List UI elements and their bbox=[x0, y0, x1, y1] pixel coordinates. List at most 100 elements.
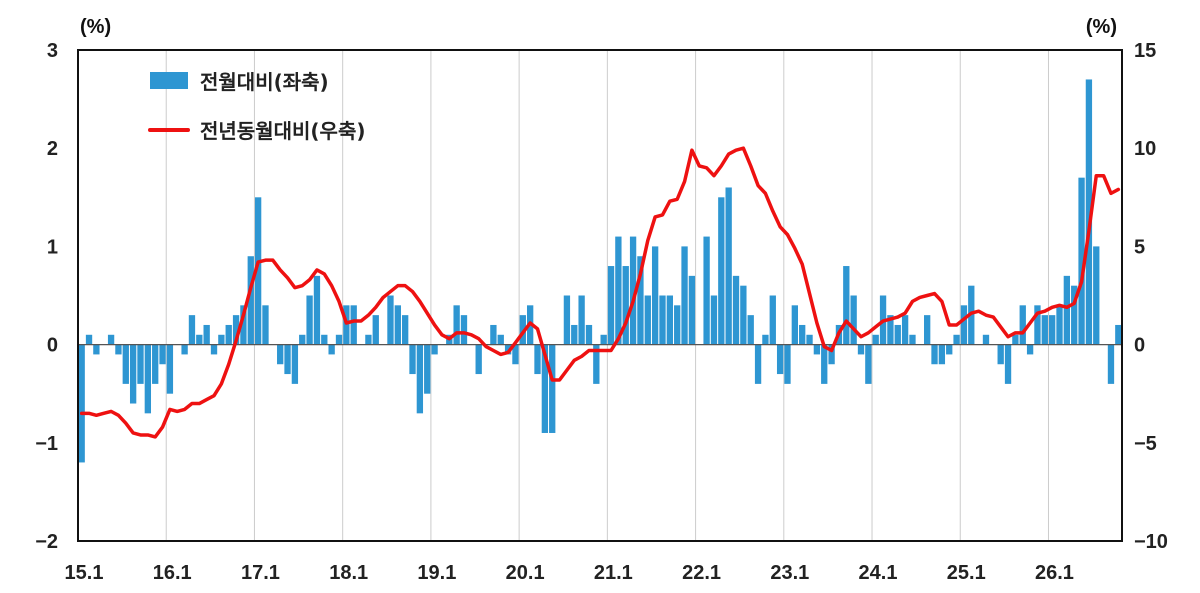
bar bbox=[894, 324, 901, 345]
legend-bar-label: 전월대비(좌축) bbox=[200, 70, 329, 94]
vertical-gridlines bbox=[165, 50, 1049, 541]
bar bbox=[710, 295, 718, 345]
bar bbox=[813, 344, 821, 355]
bar bbox=[901, 315, 909, 345]
bar bbox=[1019, 305, 1026, 345]
bar bbox=[218, 334, 225, 345]
bar bbox=[394, 305, 401, 345]
bar bbox=[350, 305, 357, 345]
bar bbox=[107, 334, 115, 345]
bar bbox=[431, 344, 438, 355]
bar bbox=[931, 344, 938, 365]
x-tick-label: 19.1 bbox=[417, 562, 456, 584]
bar bbox=[1063, 275, 1071, 345]
bar bbox=[402, 315, 409, 345]
bar bbox=[137, 344, 144, 384]
x-tick-label: 18.1 bbox=[329, 562, 368, 584]
bar bbox=[240, 305, 247, 345]
bar bbox=[754, 344, 762, 384]
bar bbox=[666, 295, 674, 345]
left-tick-label: 3 bbox=[47, 40, 58, 62]
bar bbox=[600, 334, 607, 345]
bar bbox=[1115, 324, 1122, 345]
bar bbox=[960, 305, 968, 345]
left-tick-label: 2 bbox=[47, 138, 58, 160]
bar bbox=[725, 187, 732, 345]
bar bbox=[424, 344, 431, 394]
bar bbox=[129, 344, 137, 404]
bar bbox=[784, 344, 791, 384]
right-axis-unit: (%) bbox=[1086, 16, 1117, 38]
bar bbox=[688, 275, 696, 345]
bar bbox=[607, 266, 615, 345]
bar bbox=[821, 344, 828, 384]
right-tick-label: 5 bbox=[1134, 236, 1145, 258]
bar bbox=[674, 305, 681, 345]
bar bbox=[563, 295, 571, 345]
bar bbox=[497, 334, 504, 345]
x-tick-label: 20.1 bbox=[506, 562, 545, 584]
bar bbox=[328, 344, 335, 355]
bar bbox=[122, 344, 129, 384]
bar bbox=[571, 324, 578, 345]
bar bbox=[703, 236, 710, 345]
bar bbox=[549, 344, 556, 433]
left-tick-label: −1 bbox=[35, 433, 58, 455]
bar bbox=[850, 295, 857, 345]
bar bbox=[203, 324, 210, 345]
left-axis-unit: (%) bbox=[80, 16, 111, 38]
bar bbox=[541, 344, 549, 433]
bar bbox=[622, 266, 629, 345]
bar bbox=[232, 315, 240, 345]
bar bbox=[1071, 285, 1078, 345]
bar bbox=[791, 305, 798, 345]
bar bbox=[181, 344, 188, 355]
bar bbox=[593, 344, 600, 384]
bar bbox=[843, 266, 850, 345]
right-tick-label: 15 bbox=[1134, 40, 1156, 62]
bar bbox=[1041, 315, 1048, 345]
bar bbox=[799, 324, 806, 345]
bar bbox=[188, 315, 196, 345]
bar bbox=[585, 324, 593, 345]
line-series-yoy bbox=[79, 146, 1121, 439]
left-tick-label: −2 bbox=[35, 531, 58, 553]
legend: 전월대비(좌축) 전년동월대비(우축) bbox=[148, 70, 365, 143]
x-tick-label: 23.1 bbox=[770, 562, 809, 584]
x-tick-label: 22.1 bbox=[682, 562, 721, 584]
bar bbox=[747, 315, 754, 345]
bar bbox=[78, 344, 85, 463]
x-tick-label: 21.1 bbox=[594, 562, 633, 584]
bar bbox=[740, 285, 747, 345]
bar bbox=[887, 315, 894, 345]
bar bbox=[578, 295, 585, 345]
bar bbox=[938, 344, 946, 365]
bar bbox=[416, 344, 424, 414]
bar bbox=[306, 295, 313, 345]
bar bbox=[196, 334, 203, 345]
bar bbox=[769, 295, 776, 345]
bar-series bbox=[78, 79, 1122, 463]
bar bbox=[210, 344, 218, 355]
bar bbox=[806, 334, 813, 345]
bar bbox=[1004, 344, 1012, 384]
bar bbox=[1026, 344, 1034, 355]
bar bbox=[857, 344, 865, 355]
x-tick-label: 24.1 bbox=[859, 562, 898, 584]
bar bbox=[637, 256, 644, 345]
bar bbox=[152, 344, 159, 384]
x-tick-label: 16.1 bbox=[153, 562, 192, 584]
bar bbox=[924, 315, 931, 345]
bar bbox=[1107, 344, 1115, 384]
x-axis-ticks: 15.1 16.1 17.1 18.1 19.1 20.1 21.1 22.1 23.1 24.1… bbox=[65, 562, 1074, 584]
bar bbox=[1034, 305, 1041, 345]
bar bbox=[953, 334, 960, 345]
bar bbox=[946, 344, 953, 355]
x-tick-label: 15.1 bbox=[65, 562, 104, 584]
bar bbox=[372, 315, 379, 345]
right-tick-label: 0 bbox=[1134, 335, 1145, 357]
bar bbox=[865, 344, 872, 384]
x-tick-label: 26.1 bbox=[1035, 562, 1074, 584]
bar bbox=[1093, 246, 1100, 345]
legend-line-label: 전년동월대비(우축) bbox=[200, 119, 365, 143]
